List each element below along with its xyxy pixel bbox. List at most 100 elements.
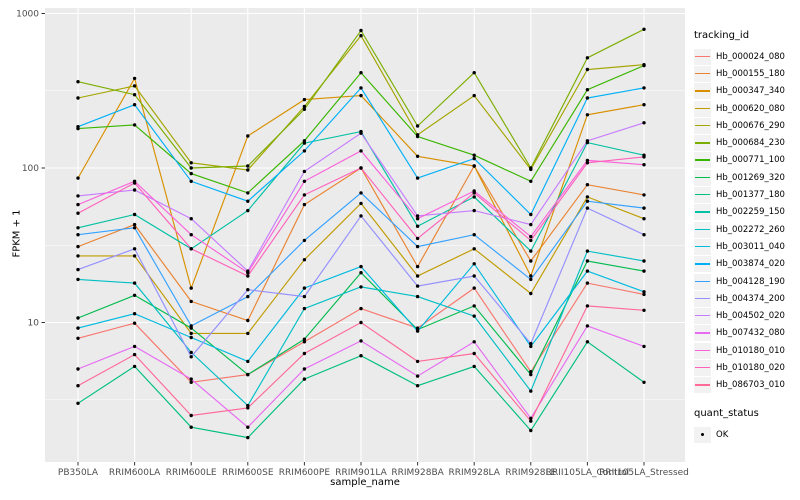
data-point: [189, 331, 193, 336]
data-point: [302, 340, 307, 344]
data-point: [189, 166, 193, 170]
data-point: [189, 217, 193, 221]
legend-label: Hb_003874_020: [716, 259, 785, 270]
quant-status-legend: quant_status OK: [694, 408, 800, 443]
data-point: [189, 380, 193, 384]
data-point: [585, 269, 590, 273]
data-point: [642, 308, 646, 312]
data-point: [529, 238, 533, 243]
y-tick-label: 10: [28, 319, 40, 329]
data-point: [246, 288, 250, 292]
data-point: [189, 350, 193, 355]
data-point: [76, 316, 80, 320]
data-point: [585, 195, 590, 199]
data-point: [246, 274, 250, 278]
data-point: [415, 176, 420, 180]
data-point: [585, 96, 590, 100]
legend-label: Hb_001377_180: [716, 190, 785, 201]
data-point: [359, 191, 363, 195]
data-point: [302, 179, 307, 183]
x-tick-label: RRII105LA_Control: [546, 468, 629, 478]
data-point: [132, 247, 137, 251]
data-point: [529, 249, 533, 253]
data-point: [585, 324, 590, 328]
data-point: [642, 155, 646, 159]
data-point: [359, 28, 363, 33]
legend-entry-Hb_086703_010: Hb_086703_010: [694, 377, 800, 394]
data-point: [529, 389, 533, 393]
data-point: [472, 314, 476, 318]
legend-entry-Hb_004502_020: Hb_004502_020: [694, 307, 800, 325]
data-point: [76, 233, 80, 237]
data-point: [359, 86, 363, 90]
data-point: [642, 121, 646, 125]
legend-key-icon: [694, 152, 711, 169]
legend-key-icon: [694, 204, 711, 221]
data-point: [302, 238, 307, 243]
data-point: [246, 359, 250, 364]
data-point: [132, 84, 137, 88]
data-point: [76, 194, 80, 198]
data-point: [642, 63, 646, 68]
data-point: [189, 355, 193, 359]
data-point: [302, 337, 307, 341]
data-point: [359, 320, 363, 325]
data-point: [472, 93, 476, 98]
data-point: [529, 179, 533, 183]
data-point: [642, 269, 646, 273]
data-point: [189, 179, 193, 183]
data-point: [529, 372, 533, 377]
data-point: [585, 199, 590, 203]
legend-label: Hb_000155_180: [716, 68, 785, 79]
data-point: [189, 233, 193, 237]
legend-label: Hb_000347_340: [716, 86, 785, 97]
data-point: [415, 284, 420, 288]
data-point: [302, 258, 307, 262]
data-point: [415, 124, 420, 128]
data-point: [529, 341, 533, 346]
legend-label-ok: OK: [716, 429, 729, 440]
data-point: [415, 329, 420, 333]
data-point: [302, 294, 307, 299]
legend-key-icon: [694, 325, 711, 342]
data-point: [415, 264, 420, 269]
legend-entry-Hb_002272_260: Hb_002272_260: [694, 221, 800, 238]
legend-label: Hb_001269_320: [716, 172, 785, 183]
data-point: [302, 104, 307, 109]
y-axis-title: FPKM + 1: [11, 209, 23, 258]
data-point: [472, 286, 476, 290]
legend-label: Hb_000771_100: [716, 155, 785, 166]
legend-label: Hb_000684_230: [716, 138, 785, 149]
data-point: [132, 93, 137, 97]
legend-label: Hb_086703_010: [716, 380, 785, 391]
data-point: [76, 176, 80, 180]
data-point: [415, 294, 420, 299]
data-point: [189, 171, 193, 176]
legend-title-quant-status: quant_status: [694, 407, 759, 419]
data-point: [189, 286, 193, 290]
data-point: [359, 306, 363, 311]
x-tick-label: RRIM928BA: [391, 468, 444, 478]
data-point: [529, 212, 533, 217]
data-point: [76, 226, 80, 230]
data-point: [132, 364, 137, 369]
legend: tracking_id Hb_000024_080 Hb_000155_180 Hb…: [694, 30, 800, 443]
data-point: [472, 274, 476, 278]
x-tick-label: RRIM901LA: [335, 468, 387, 478]
data-point: [76, 336, 80, 340]
data-point: [529, 274, 533, 278]
data-point: [472, 71, 476, 75]
legend-key-icon: [694, 256, 711, 273]
data-point: [529, 428, 533, 433]
legend-key-icon: [694, 187, 711, 204]
legend-entry-ok: OK: [694, 426, 800, 443]
data-point: [302, 107, 307, 112]
y-tick-label: 100: [22, 164, 39, 174]
data-point: [642, 344, 646, 349]
legend-key-icon: [694, 308, 711, 325]
x-tick-label: RRIM600LA: [109, 468, 161, 478]
x-tick-label: RRIM600SE: [222, 468, 274, 478]
data-point: [132, 188, 137, 192]
data-point: [585, 340, 590, 344]
